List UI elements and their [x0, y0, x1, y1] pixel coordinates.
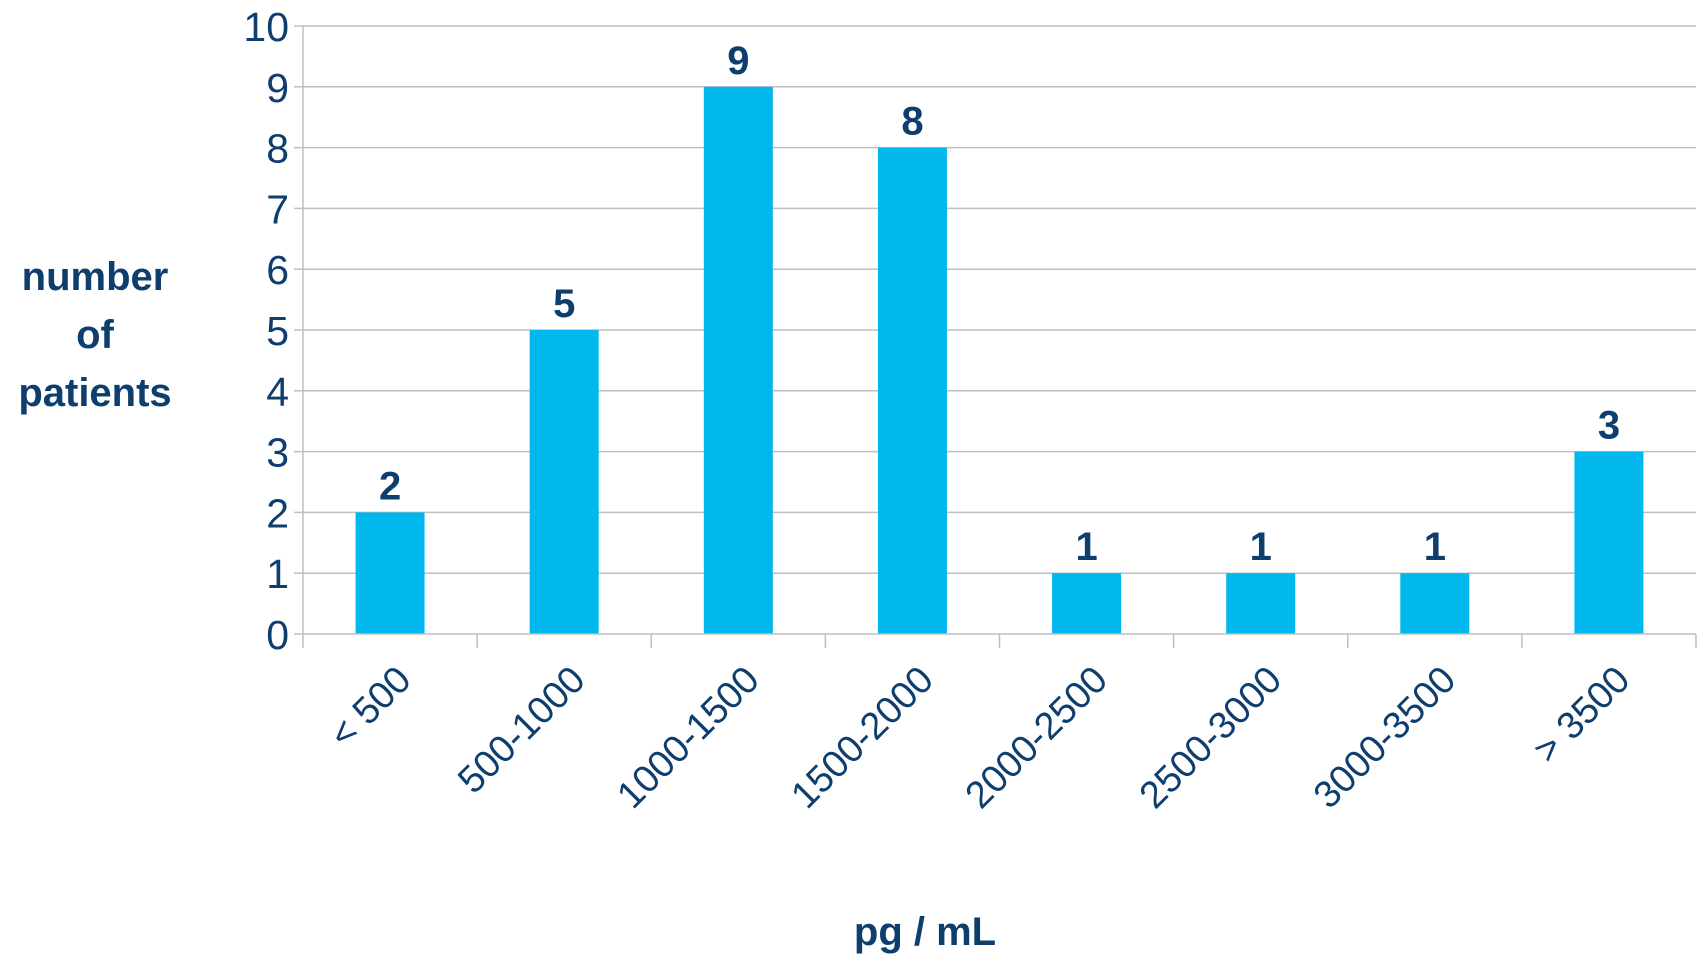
data-label: 9 [727, 39, 749, 83]
bar [1226, 573, 1296, 634]
y-tick-label: 3 [266, 430, 289, 476]
data-label: 1 [1250, 525, 1272, 569]
bar [703, 86, 773, 635]
y-tick-label: 9 [266, 65, 289, 111]
x-tick-label: 3000-3500 [1306, 659, 1464, 817]
y-axis-title: number of patients [0, 248, 190, 422]
data-label: 5 [553, 282, 575, 326]
data-label: 8 [901, 100, 923, 144]
data-label: 1 [1075, 525, 1097, 569]
bar [355, 512, 425, 634]
y-tick-label: 5 [266, 308, 289, 354]
y-tick-labels: 0 1 2 3 4 5 6 7 8 9 10 [243, 4, 289, 658]
y-axis-title-line: patients [18, 371, 172, 415]
y-tick-label: 4 [266, 369, 289, 415]
x-tick-label: 500-1000 [450, 659, 593, 802]
x-tick-label: 1500-2000 [784, 659, 942, 817]
data-labels: 2 5 9 8 1 1 1 3 [379, 39, 1620, 569]
bar [877, 147, 947, 634]
y-tick-label: 7 [266, 186, 289, 232]
y-tick-label: 10 [243, 4, 289, 50]
y-tick-label: 1 [266, 551, 289, 597]
y-tick-label: 0 [266, 612, 289, 658]
data-label: 1 [1424, 525, 1446, 569]
y-tick-label: 8 [266, 126, 289, 172]
bar [1052, 573, 1122, 634]
axes [294, 25, 1697, 648]
x-tick-label: < 500 [322, 659, 420, 757]
bar [1400, 573, 1470, 634]
y-tick-label: 2 [266, 490, 289, 536]
x-tick-label: 2000-2500 [958, 659, 1116, 817]
y-axis-title-line: number [21, 255, 169, 299]
x-tick-labels: < 500 500-1000 1000-1500 1500-2000 2000-2500… [322, 659, 1639, 817]
x-tick-label: 1000-1500 [609, 659, 767, 817]
x-tick-label: 2500-3000 [1132, 659, 1290, 817]
y-tick-label: 6 [266, 247, 289, 293]
bar [529, 330, 599, 634]
x-tick-label: > 3500 [1526, 659, 1639, 772]
x-axis-title: pg / mL [853, 910, 997, 954]
y-axis-title-line: of [76, 313, 114, 357]
bar [1574, 451, 1644, 634]
data-label: 3 [1598, 404, 1620, 448]
gridlines [303, 25, 1696, 574]
bars [355, 86, 1644, 635]
data-label: 2 [379, 464, 401, 508]
